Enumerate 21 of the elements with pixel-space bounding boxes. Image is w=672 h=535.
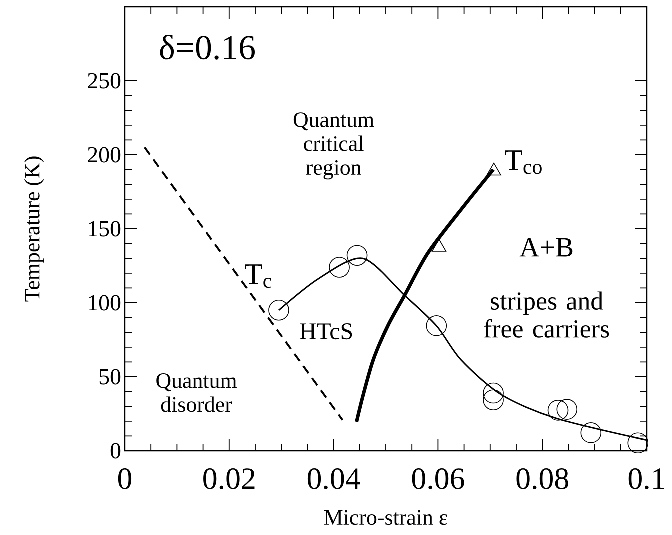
y-tick-label: 50: [100, 369, 121, 385]
annotation: A+B: [520, 238, 573, 257]
x-axis-title: Micro-strain ε: [324, 510, 448, 526]
x-tick-label: 0.02: [204, 468, 255, 490]
annotation: HTcS: [300, 324, 352, 340]
annotation: Quantum critical region: [294, 112, 374, 180]
y-tick-label: 150: [89, 221, 121, 237]
annotation: T$_{co}$: [505, 150, 542, 174]
y-tick-label: 250: [88, 73, 121, 89]
x-tick-label: 0.06: [412, 468, 464, 490]
y-tick-label: 200: [88, 147, 121, 163]
x-tick-label: 0.1: [628, 468, 664, 490]
annotation: δ=0.16: [160, 34, 255, 60]
x-tick-label: 0.04: [308, 468, 360, 490]
annotation: T$_{c}$: [245, 264, 272, 288]
x-tick-label: 0.08: [516, 468, 568, 490]
annotation: Quantum disorder: [156, 374, 237, 412]
y-tick-label: 100: [89, 295, 121, 311]
y-tick-label: 0: [110, 443, 121, 459]
y-axis-title: Temperature (K): [24, 156, 44, 302]
annotation: stripes and free carriers: [484, 292, 610, 338]
